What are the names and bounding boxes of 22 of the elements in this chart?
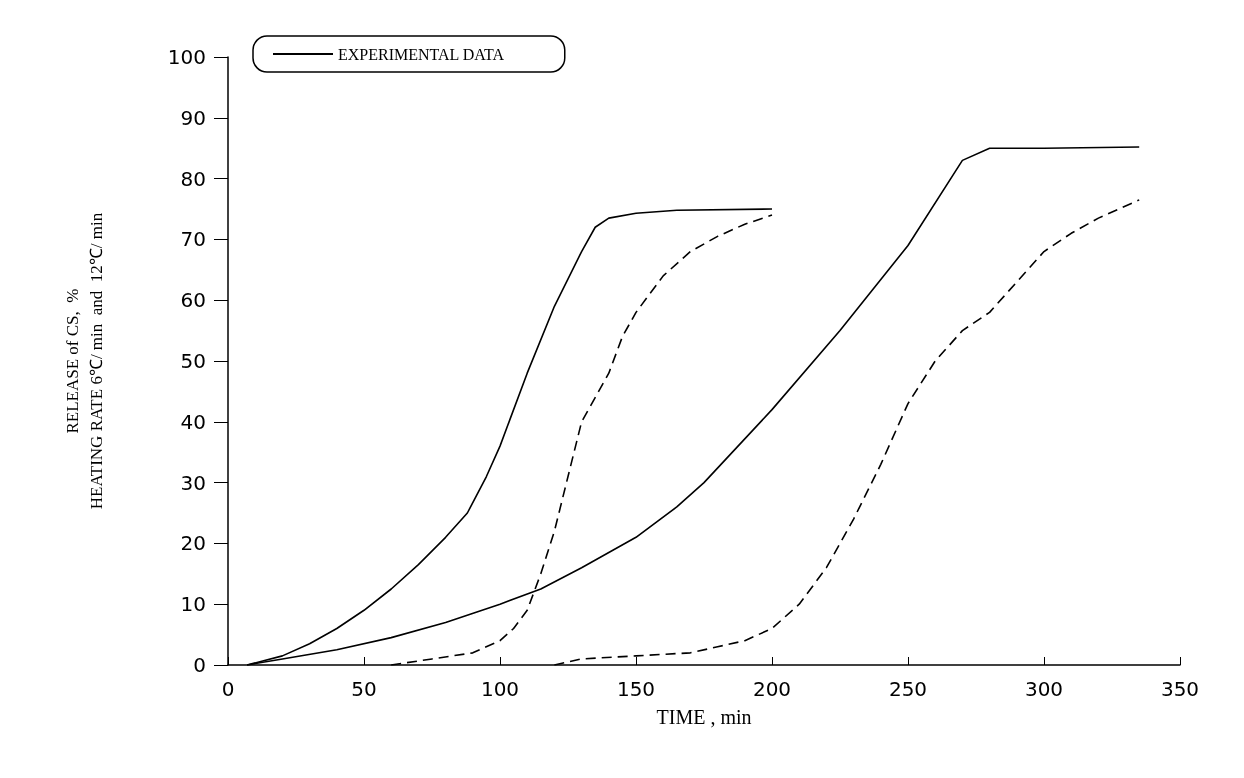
x-tick-label: 0 — [221, 677, 235, 701]
x-tick-label: 300 — [1024, 677, 1064, 701]
y-tick-label: 70 — [180, 227, 206, 252]
x-tick-label: 100 — [480, 677, 520, 701]
x-tick-label: 50 — [351, 677, 377, 701]
x-tick-label: 150 — [616, 677, 656, 701]
y-tick-label: 30 — [180, 470, 206, 495]
y-tick-label: 90 — [180, 105, 206, 130]
x-tick-label: 200 — [752, 677, 792, 701]
y-axis-title: RELEASE of CS, % HEATING RATE 6℃/ min and 12℃/ min — [62, 212, 106, 510]
y-tick-label: 40 — [180, 409, 206, 434]
y-tick-label: 100 — [167, 45, 206, 69]
x-tick-label: 350 — [1160, 677, 1200, 701]
y-tick-label: 80 — [180, 166, 206, 191]
x-tick-label: 250 — [888, 677, 928, 701]
y-tick-label: 0 — [193, 653, 206, 677]
legend-label: EXPERIMENTAL DATA — [338, 45, 505, 63]
y-tick-label: 20 — [180, 531, 206, 556]
y-tick-label: 60 — [180, 288, 206, 313]
x-axis-title: TIME , min — [656, 706, 752, 728]
y-tick-label: 50 — [180, 349, 206, 373]
y-tick-label: 10 — [180, 592, 206, 617]
